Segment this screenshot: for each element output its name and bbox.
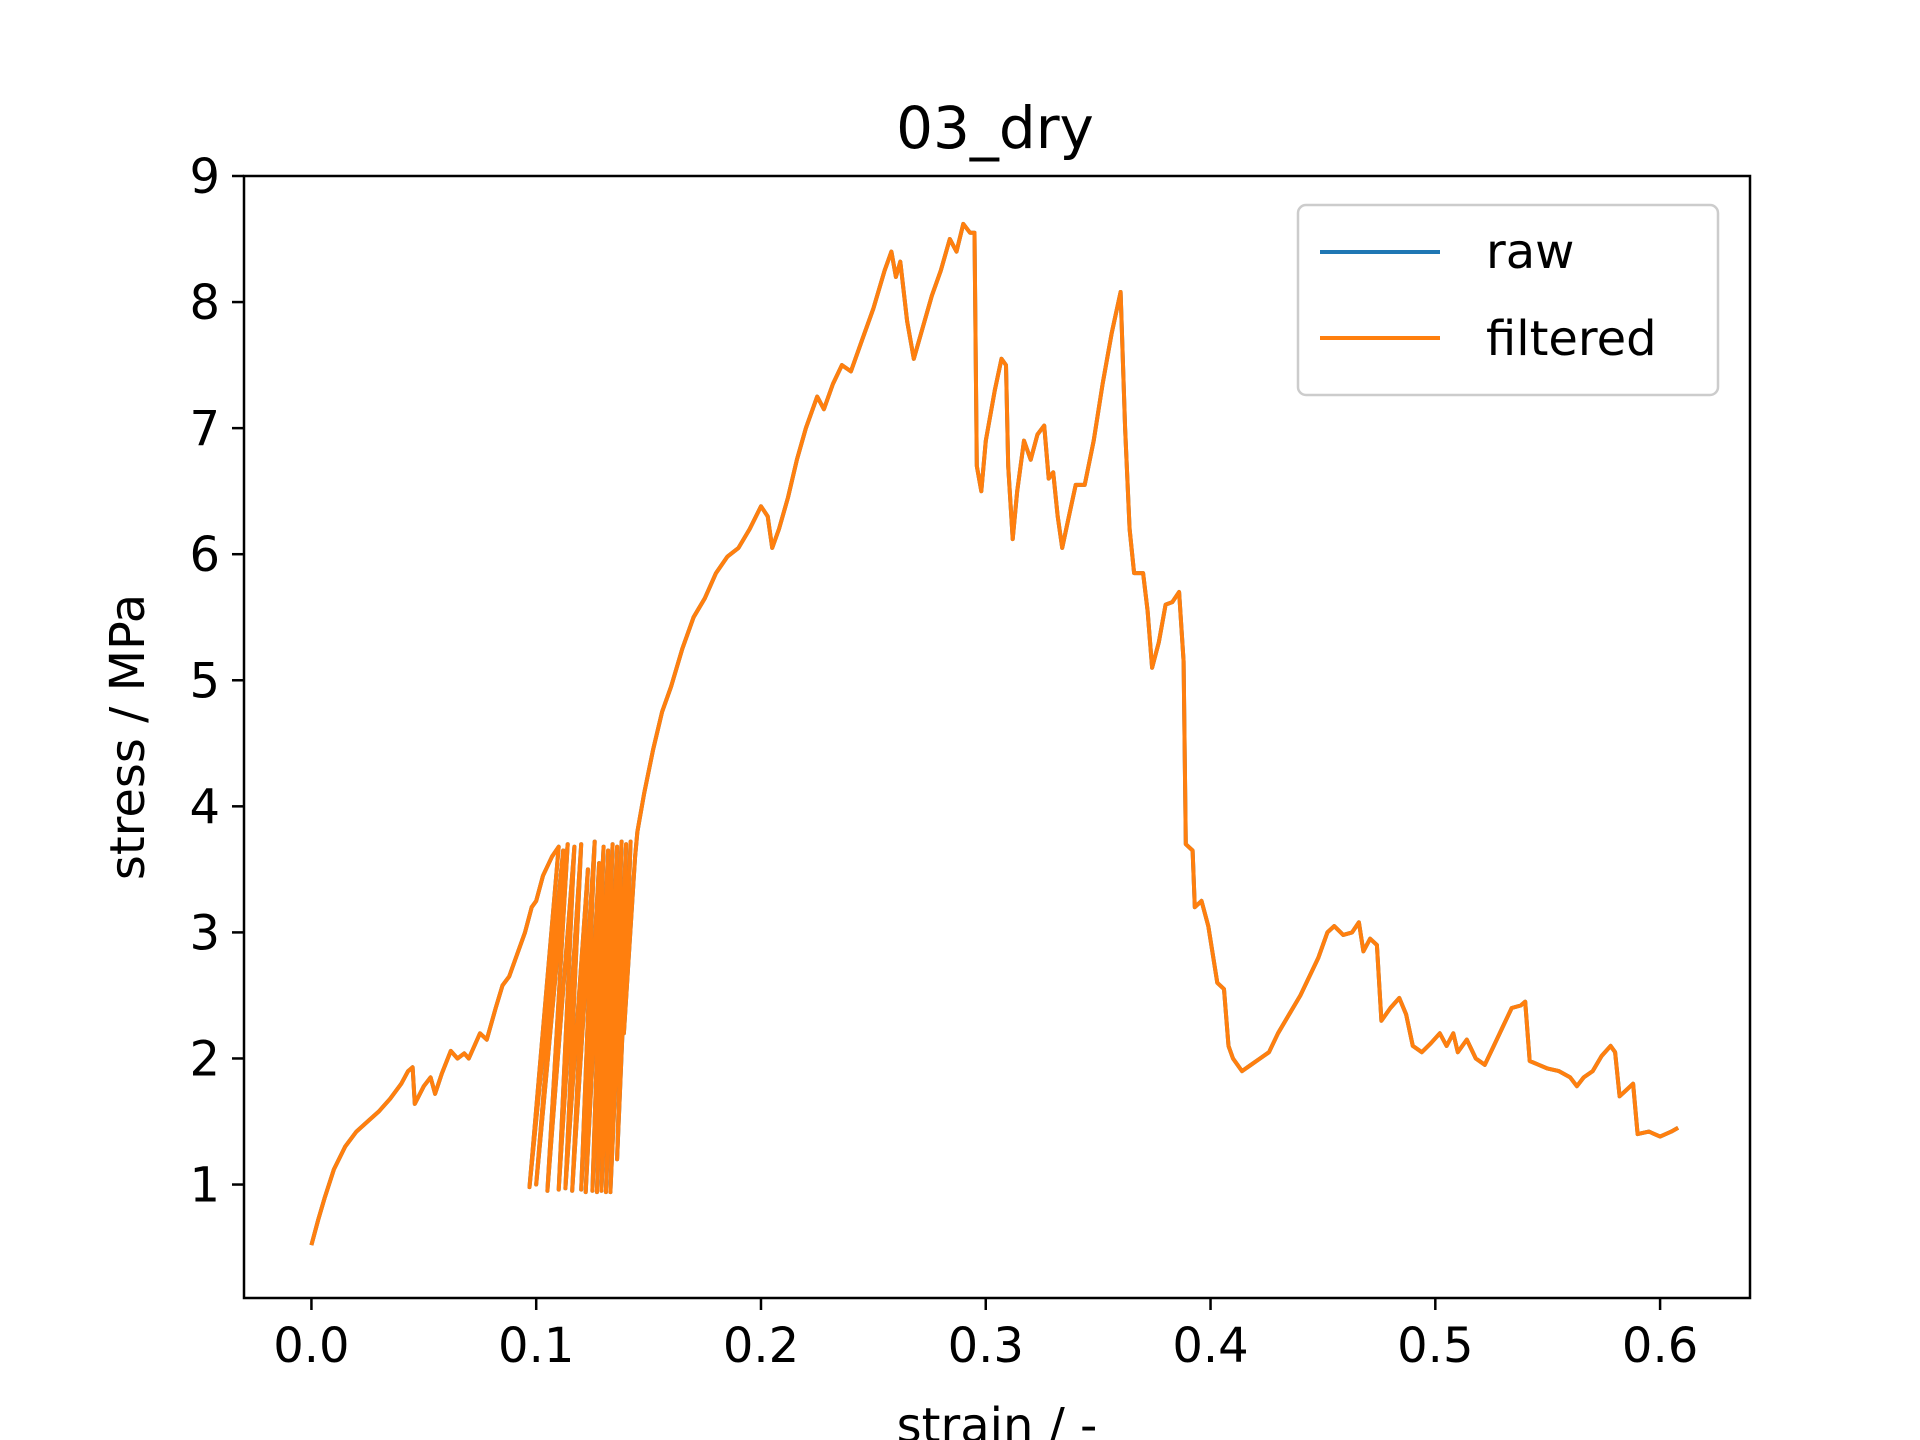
y-tick-label: 3 [189,905,220,961]
legend: raw filtered [1296,203,1720,397]
y-tick-label: 1 [189,1158,220,1214]
y-tick-label: 6 [189,527,220,583]
y-axis-ticks: 1 2 3 4 5 6 7 8 9 [189,149,244,1214]
y-tick-label: 9 [189,149,220,205]
x-tick-label: 0.0 [273,1318,349,1374]
y-tick-label: 8 [189,275,220,331]
x-axis-ticks: 0.0 0.1 0.2 0.3 0.4 0.5 0.6 [273,1298,1698,1374]
x-tick-label: 0.4 [1172,1318,1248,1374]
chart-title: 03_dry [896,94,1094,162]
x-tick-label: 0.1 [498,1318,574,1374]
legend-label-filtered: filtered [1486,311,1657,367]
y-tick-label: 5 [189,653,220,709]
x-axis-label: strain / - [897,1398,1098,1440]
x-tick-label: 0.6 [1622,1318,1698,1374]
y-tick-label: 2 [189,1031,220,1087]
x-tick-label: 0.3 [948,1318,1024,1374]
y-tick-label: 4 [189,779,220,835]
y-axis-label: stress / MPa [100,594,156,880]
plot-frame [242,174,1752,1300]
series-layer [309,221,1680,1246]
x-tick-label: 0.5 [1397,1318,1473,1374]
x-tick-label: 0.2 [723,1318,799,1374]
series-line-filtered [309,221,1680,1246]
y-tick-label: 7 [189,401,220,457]
legend-label-raw: raw [1486,224,1574,280]
